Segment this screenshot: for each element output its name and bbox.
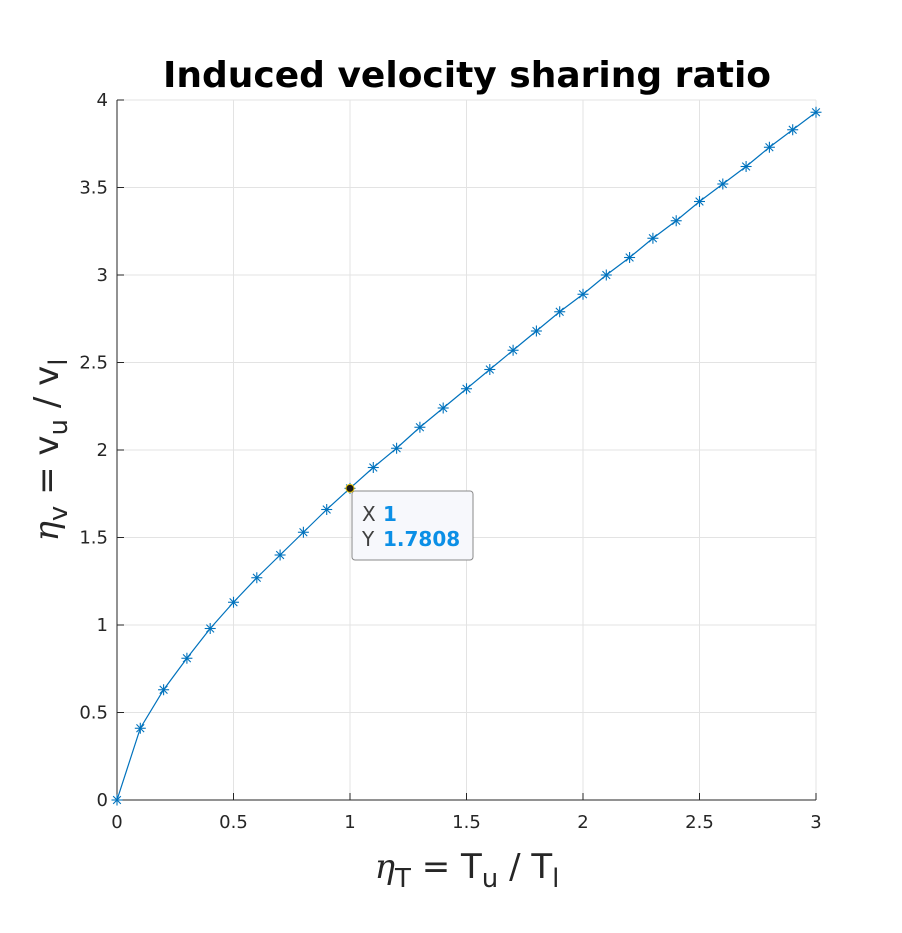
data-point[interactable] [577,288,589,300]
data-point[interactable] [111,794,123,806]
y-tick-label: 1 [97,615,108,636]
y-tick-label: 3 [97,265,108,286]
data-point[interactable] [763,141,775,153]
data-tip-y-value: 1.7808 [383,527,460,551]
x-axis-label: ηT = Tu / Tl [375,847,560,894]
data-point[interactable] [600,269,612,281]
y-ticks: 0 0.5 1 1.5 2 2.5 3 3.5 4 [79,90,124,811]
data-point[interactable] [251,572,263,584]
data-point[interactable] [554,306,566,318]
data-tip-y-key: Y [361,527,375,551]
data-point[interactable] [787,124,799,136]
y-tick-label: 1.5 [79,528,108,549]
data-point[interactable] [694,196,705,207]
data-tip-box [351,490,474,561]
data-point[interactable] [367,462,379,473]
x-tick-label: 1 [344,812,355,833]
x-tick-label: 0.5 [219,812,248,833]
y-tick-label: 3.5 [79,178,108,199]
data-point[interactable] [810,106,822,118]
data-point[interactable] [181,652,193,664]
data-point[interactable] [297,526,309,538]
data-point[interactable] [740,161,752,172]
x-tick-label: 2 [577,812,588,833]
data-point[interactable] [158,684,170,696]
y-tick-label: 4 [97,90,108,111]
data-point[interactable] [414,421,426,433]
y-tick-label: 0.5 [79,703,108,724]
x-tick-label: 2.5 [685,812,714,833]
y-axis-label: ηv = vu / vl [27,359,74,542]
data-tip-marker[interactable] [345,483,355,493]
data-point[interactable] [437,402,449,414]
data-point[interactable] [134,722,146,734]
data-point[interactable] [391,442,403,454]
data-point[interactable] [484,364,496,375]
data-point[interactable] [321,504,333,515]
chart-title: Induced velocity sharing ratio [163,55,771,96]
data-tip-x-value: 1 [383,502,397,526]
data-tip[interactable]: X 1 Y 1.7808 [345,483,474,561]
x-tick-label: 1.5 [452,812,481,833]
y-tick-label: 2 [97,440,108,461]
x-ticks: 0 0.5 1 1.5 2 2.5 3 [111,793,822,833]
data-tip-x-key: X [362,502,376,526]
data-point[interactable] [228,596,239,608]
x-tick-label: 0 [111,812,122,833]
data-point[interactable] [624,252,636,263]
series [111,106,822,806]
data-point[interactable] [461,383,472,395]
data-point[interactable] [717,178,729,190]
data-point[interactable] [274,549,286,561]
x-tick-label: 3 [810,812,821,833]
y-tick-label: 0 [97,790,108,811]
data-point[interactable] [507,344,519,356]
data-point[interactable] [530,325,542,337]
data-point[interactable] [647,232,659,244]
y-tick-label: 2.5 [79,353,108,374]
data-point[interactable] [670,215,682,227]
data-point[interactable] [204,623,216,634]
